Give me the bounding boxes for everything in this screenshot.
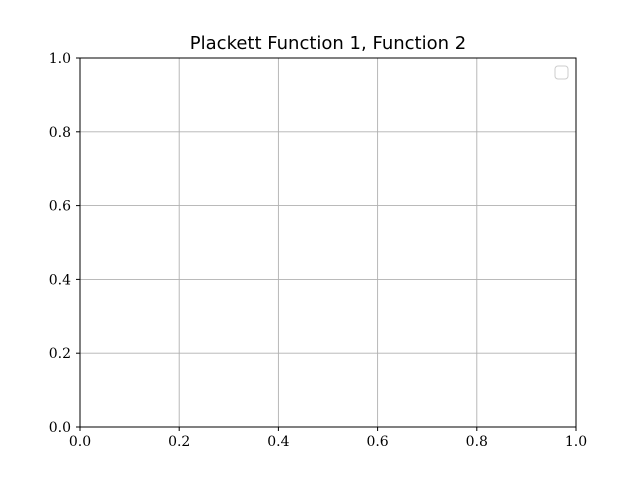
x-tick-label-0: 0.0: [69, 434, 91, 450]
y-tick-label-4: 0.8: [49, 125, 71, 141]
chart-title: Plackett Function 1, Function 2: [190, 33, 466, 54]
x-tick-label-4: 0.8: [466, 434, 488, 450]
y-tick-label-0: 0.0: [49, 420, 71, 436]
legend: [554, 65, 569, 80]
grid-lines: [79, 57, 577, 428]
y-tick-label-2: 0.4: [49, 272, 71, 288]
axes-frame: [79, 57, 577, 428]
x-tick-label-2: 0.4: [267, 434, 289, 450]
x-tick-label-1: 0.2: [168, 434, 190, 450]
plot-area-border: [79, 57, 577, 428]
x-tick-label-3: 0.6: [366, 434, 388, 450]
axis-ticks: 0.0 0.2 0.4 0.6 0.8 1.0 0.0 0.2 0.4 0.6 0.8 1.0: [49, 51, 587, 450]
y-tick-label-3: 0.6: [49, 199, 71, 215]
y-tick-label-1: 0.2: [49, 346, 71, 362]
legend-box: [554, 65, 569, 80]
x-tick-label-5: 1.0: [565, 434, 587, 450]
y-tick-label-5: 1.0: [49, 51, 71, 67]
